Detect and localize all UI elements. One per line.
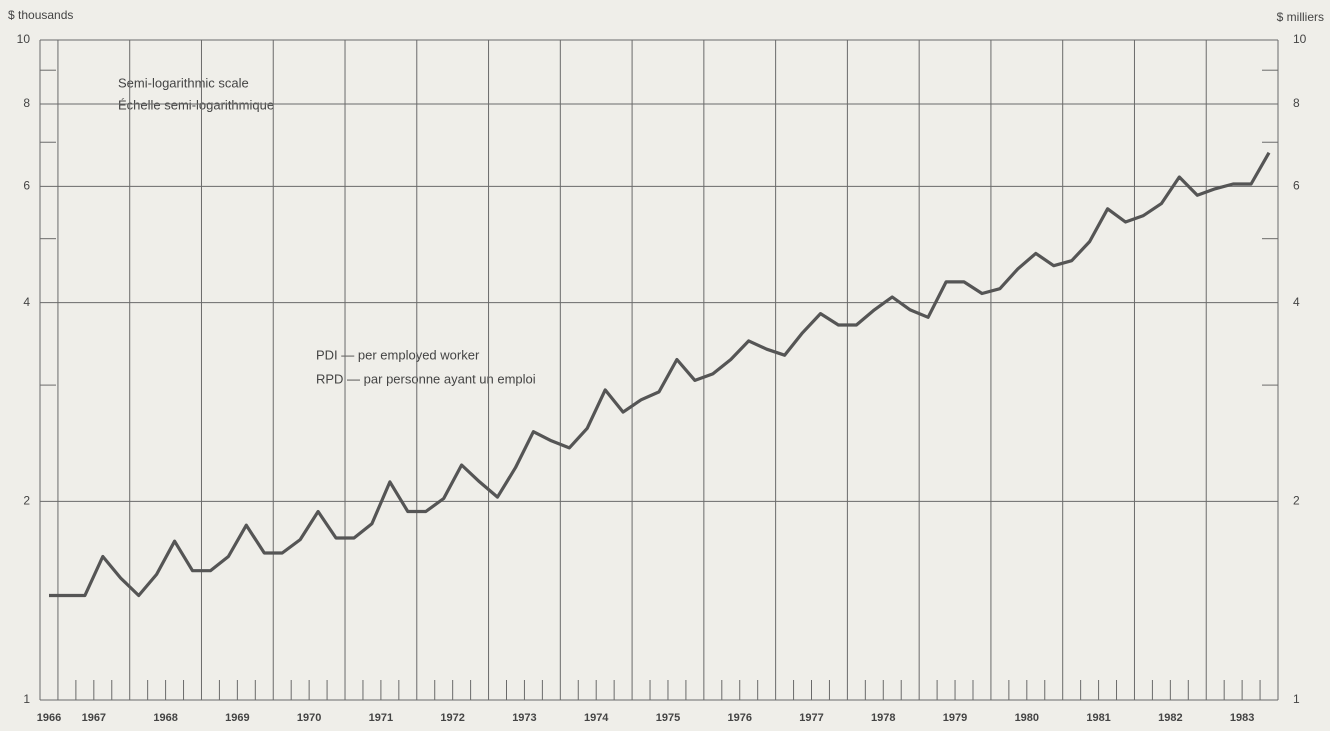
- x-tick-label: 1972: [440, 712, 464, 724]
- y2-axis-label: $ milliers: [1277, 10, 1324, 24]
- x-tick-label: 1982: [1158, 712, 1182, 724]
- x-tick-label: 1977: [799, 712, 823, 724]
- y-tick-label: 8: [23, 96, 30, 110]
- x-tick-label: 1975: [656, 712, 680, 724]
- y-tick-label: 4: [23, 295, 30, 309]
- y2-tick-label: 10: [1293, 32, 1307, 46]
- x-tick-label: 1971: [369, 712, 393, 724]
- y-axis-label: $ thousands: [8, 8, 73, 22]
- x-tick-label: 1967: [82, 712, 106, 724]
- x-tick-label: 1983: [1230, 712, 1254, 724]
- y2-tick-label: 8: [1293, 96, 1300, 110]
- x-tick-label: 1978: [871, 712, 895, 724]
- x-tick-label: 1968: [153, 712, 177, 724]
- x-tick-label: 1980: [1015, 712, 1039, 724]
- y2-tick-label: 2: [1293, 493, 1300, 507]
- x-tick-label: 1974: [584, 712, 609, 724]
- data-line: [49, 151, 1271, 598]
- x-tick-label: 1973: [512, 712, 536, 724]
- x-tick-label: 1979: [943, 712, 967, 724]
- y2-tick-label: 1: [1293, 692, 1300, 706]
- x-tick-label: 1976: [727, 712, 751, 724]
- annotation: PDI — per employed worker: [316, 347, 480, 362]
- y-tick-label: 1: [23, 692, 30, 706]
- y2-tick-label: 6: [1293, 179, 1300, 193]
- x-tick-label: 1966: [37, 712, 61, 724]
- y-tick-label: 10: [17, 32, 31, 46]
- annotation: Semi-logarithmic scale: [118, 75, 249, 90]
- annotation: Échelle semi-logarithmique: [118, 97, 274, 112]
- y-tick-label: 2: [23, 493, 30, 507]
- x-tick-label: 1970: [297, 712, 321, 724]
- x-tick-label: 1981: [1086, 712, 1110, 724]
- y-tick-label: 6: [23, 179, 30, 193]
- annotation: RPD — par personne ayant un emploi: [316, 371, 536, 386]
- y2-tick-label: 4: [1293, 295, 1300, 309]
- x-tick-label: 1969: [225, 712, 249, 724]
